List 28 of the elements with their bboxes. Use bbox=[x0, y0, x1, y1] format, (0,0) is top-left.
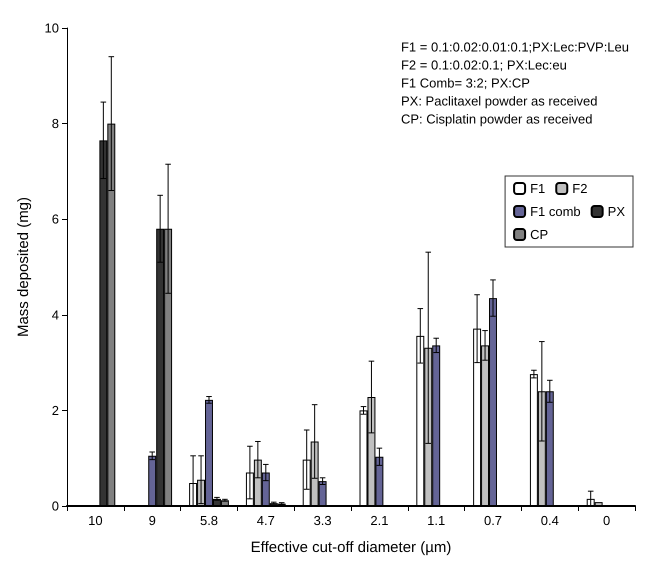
y-tick-label: 10 bbox=[44, 20, 59, 36]
x-tick-label: 9 bbox=[148, 513, 156, 528]
x-tick-label: 0.4 bbox=[540, 513, 559, 528]
x-tick-label: 1.1 bbox=[427, 513, 446, 528]
annotation: F1 Comb= 3:2; PX:CP bbox=[400, 76, 530, 90]
y-tick-label: 4 bbox=[52, 307, 59, 322]
y-tick-label: 2 bbox=[52, 402, 59, 418]
annotation: CP: Cisplatin powder as received bbox=[400, 112, 592, 126]
legend-label: CP bbox=[530, 227, 548, 242]
x-tick-label: 3.3 bbox=[314, 513, 332, 528]
x-tick-label: 2.1 bbox=[370, 513, 388, 528]
annotation: F2 = 0.1:0.02:0.1; PX:Lec:eu bbox=[400, 58, 567, 72]
y-axis-title: Mass deposited (mg) bbox=[15, 196, 32, 338]
x-tick-label: 4.7 bbox=[256, 513, 275, 528]
y-tick-label: 0 bbox=[52, 498, 59, 514]
x-tick-label: 5.8 bbox=[200, 513, 218, 528]
x-tick-label: 0 bbox=[602, 513, 610, 528]
y-tick-label: 8 bbox=[52, 116, 59, 132]
y-tick-label: 6 bbox=[52, 212, 59, 227]
x-tick-label: 10 bbox=[88, 513, 103, 528]
annotation: PX: Paclitaxel powder as received bbox=[400, 94, 598, 108]
annotation: F1 = 0.1:0.02:0.01:0.1;PX:Lec:PVP:Leu bbox=[400, 40, 630, 54]
legend-label: F1 comb bbox=[530, 204, 581, 219]
x-tick-label: 0.7 bbox=[484, 513, 502, 528]
legend-label: F1 bbox=[530, 181, 546, 196]
legend-label: F2 bbox=[572, 181, 588, 196]
x-axis-title: Effective cut-off diameter (µm) bbox=[250, 539, 452, 556]
legend-label: PX bbox=[608, 204, 626, 219]
